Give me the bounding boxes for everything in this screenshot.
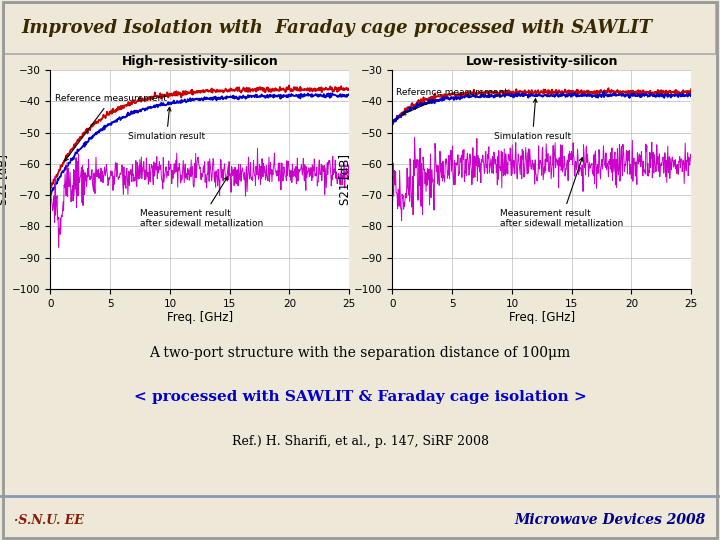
Text: < processed with SAWLIT & Faraday cage isolation >: < processed with SAWLIT & Faraday cage i… — [134, 390, 586, 404]
Y-axis label: S21 [dB]: S21 [dB] — [0, 154, 9, 205]
Text: Ref.) H. Sharifi, et al., p. 147, SiRF 2008: Ref.) H. Sharifi, et al., p. 147, SiRF 2… — [232, 435, 488, 448]
Title: High-resistivity-silicon: High-resistivity-silicon — [122, 55, 278, 68]
Text: Measurement result
after sidewall metallization: Measurement result after sidewall metall… — [500, 158, 624, 228]
Text: Reference measurement: Reference measurement — [396, 88, 508, 115]
Y-axis label: S21 [dB]: S21 [dB] — [338, 154, 351, 205]
Title: Low-resistivity-silicon: Low-resistivity-silicon — [466, 55, 618, 68]
X-axis label: Freq. [GHz]: Freq. [GHz] — [167, 312, 233, 325]
Text: Simulation result: Simulation result — [128, 107, 205, 141]
Text: Microwave Devices 2008: Microwave Devices 2008 — [514, 514, 706, 528]
Text: ·S.N.U. EE: ·S.N.U. EE — [14, 514, 84, 527]
Text: Reference measurement: Reference measurement — [55, 94, 167, 161]
Text: A two-port structure with the separation distance of 100μm: A two-port structure with the separation… — [149, 346, 571, 360]
X-axis label: Freq. [GHz]: Freq. [GHz] — [509, 312, 575, 325]
Text: Simulation result: Simulation result — [494, 99, 571, 141]
Text: Measurement result
after sidewall metallization: Measurement result after sidewall metall… — [140, 177, 264, 228]
Text: Improved Isolation with  Faraday cage processed with SAWLIT: Improved Isolation with Faraday cage pro… — [22, 19, 652, 37]
